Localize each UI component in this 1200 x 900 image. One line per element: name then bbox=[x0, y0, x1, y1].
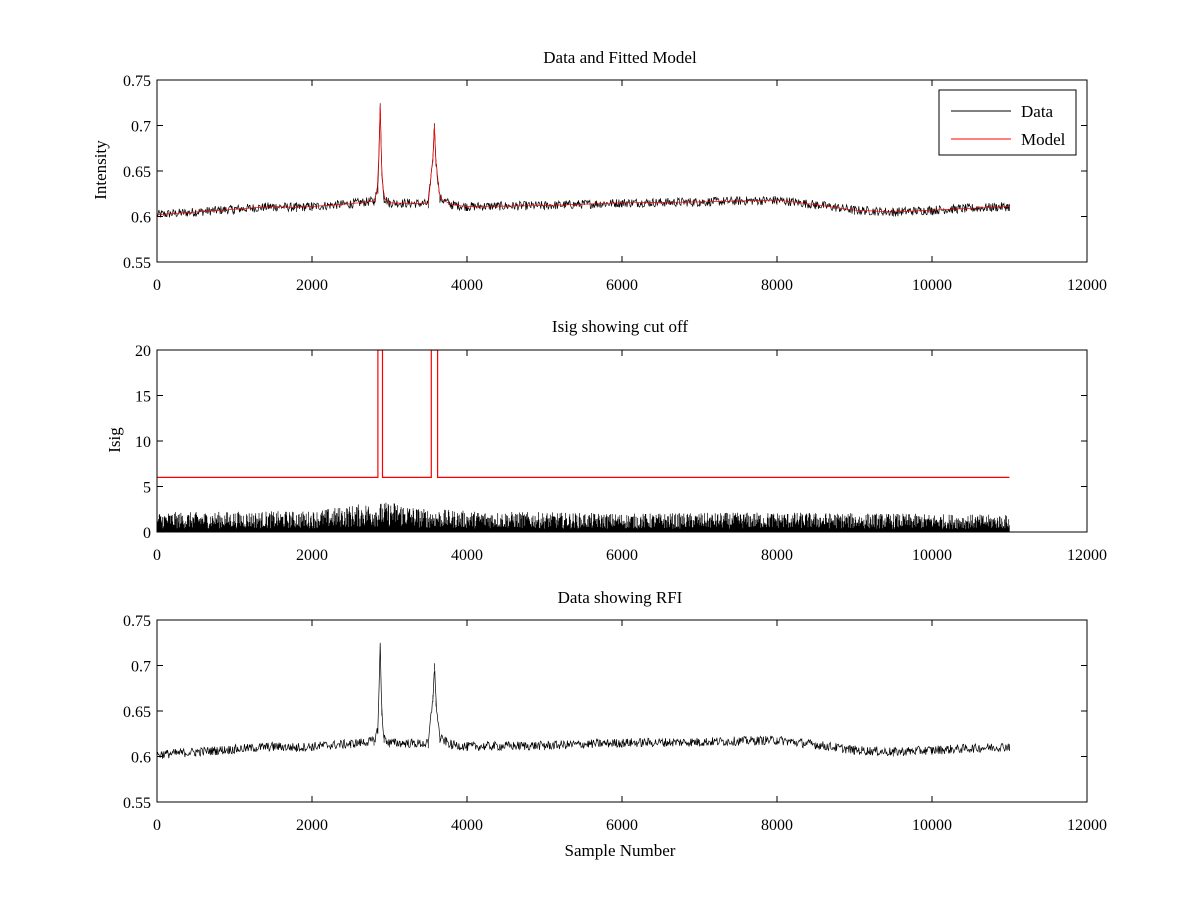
panel-isig-showing-cut-off: Isig showing cut off Isig 0 2000 4000 6000 8… bbox=[105, 317, 1107, 564]
x-tick-label: 10000 bbox=[912, 277, 952, 294]
x-tick-label: 10000 bbox=[912, 547, 952, 564]
series-line-1 bbox=[157, 350, 1010, 478]
y-tick-label: 0.7 bbox=[131, 659, 151, 676]
x-tick-label: 2000 bbox=[296, 817, 328, 834]
y-tick-label: 0.6 bbox=[131, 210, 151, 227]
series-line-0 bbox=[157, 502, 1010, 532]
x-tick-label: 8000 bbox=[761, 817, 793, 834]
plot-area bbox=[157, 103, 1010, 220]
x-tick-label: 0 bbox=[153, 277, 161, 294]
x-tick-label: 8000 bbox=[761, 547, 793, 564]
x-tick-label: 8000 bbox=[761, 277, 793, 294]
x-tick-label: 0 bbox=[153, 817, 161, 834]
y-tick-label: 15 bbox=[135, 389, 151, 406]
y-tick-label: 0.75 bbox=[123, 613, 151, 630]
x-tick-label: 0 bbox=[153, 547, 161, 564]
axes: 0 2000 4000 6000 8000 10000 12000 0.55 0.6 0.65 0.… bbox=[123, 613, 1107, 834]
y-tick-label: 0.6 bbox=[131, 750, 151, 767]
y-tick-label: 0.55 bbox=[123, 795, 151, 812]
chart-title: Isig showing cut off bbox=[552, 317, 688, 336]
y-tick-label: 0 bbox=[143, 525, 151, 542]
y-tick-label: 5 bbox=[143, 480, 151, 497]
x-tick-label: 6000 bbox=[606, 277, 638, 294]
y-axis-label: Intensity bbox=[91, 140, 110, 200]
legend: Data Model bbox=[938, 89, 1077, 156]
y-axis-label: Isig bbox=[105, 427, 124, 453]
x-tick-label: 6000 bbox=[606, 817, 638, 834]
y-tick-label: 0.75 bbox=[123, 73, 151, 90]
x-tick-label: 2000 bbox=[296, 547, 328, 564]
chart-title: Data and Fitted Model bbox=[543, 48, 697, 67]
plot-area bbox=[157, 642, 1010, 760]
axes: 0 2000 4000 6000 8000 10000 12000 0 5 10 15 20 bbox=[135, 343, 1107, 564]
x-axis-label: Sample Number bbox=[565, 841, 676, 860]
legend-label-model: Model bbox=[1021, 130, 1066, 149]
y-tick-label: 0.65 bbox=[123, 704, 151, 721]
y-tick-label: 0.65 bbox=[123, 164, 151, 181]
axes: 0 2000 4000 6000 8000 10000 12000 0.55 0.6 0.65 0.… bbox=[123, 73, 1107, 294]
y-tick-label: 10 bbox=[135, 434, 151, 451]
x-tick-label: 2000 bbox=[296, 277, 328, 294]
y-tick-label: 20 bbox=[135, 343, 151, 360]
x-tick-label: 6000 bbox=[606, 547, 638, 564]
x-tick-label: 4000 bbox=[451, 547, 483, 564]
panel-data-showing-rfi: Data showing RFI Sample Number 0 2000 4000… bbox=[123, 588, 1107, 860]
y-tick-label: 0.55 bbox=[123, 255, 151, 272]
x-tick-label: 10000 bbox=[912, 817, 952, 834]
x-tick-label: 4000 bbox=[451, 817, 483, 834]
legend-label-data: Data bbox=[1021, 102, 1054, 121]
x-tick-label: 12000 bbox=[1067, 277, 1107, 294]
y-tick-label: 0.7 bbox=[131, 119, 151, 136]
legend-box bbox=[938, 89, 1077, 156]
panel-data-and-fitted-model: Data and Fitted Model Intensity 0 2000 400… bbox=[91, 48, 1107, 294]
series-line-0 bbox=[157, 642, 1010, 760]
series-line-1 bbox=[157, 105, 1010, 216]
chart-title: Data showing RFI bbox=[558, 588, 683, 607]
x-tick-label: 12000 bbox=[1067, 547, 1107, 564]
x-tick-label: 4000 bbox=[451, 277, 483, 294]
plot-area bbox=[157, 350, 1010, 532]
x-tick-label: 12000 bbox=[1067, 817, 1107, 834]
